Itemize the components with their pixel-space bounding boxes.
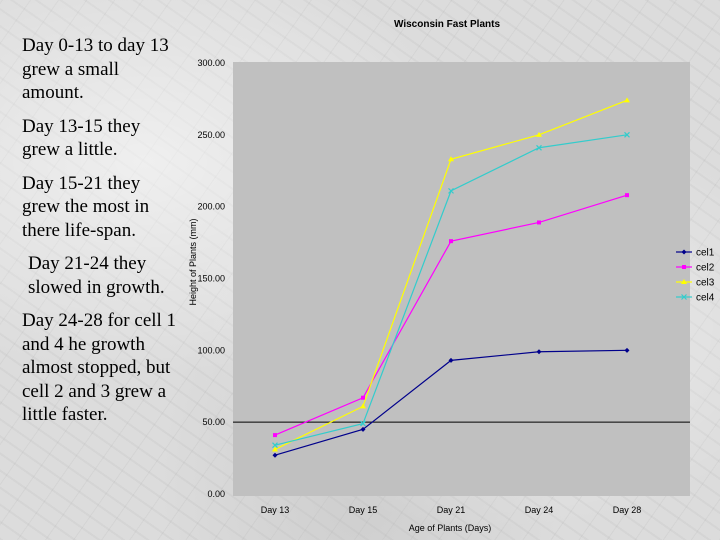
x-tick-label: Day 24 (525, 505, 554, 515)
marker-stroke (536, 144, 542, 151)
plot-area (233, 62, 690, 496)
data-point (449, 239, 453, 244)
note-day-24-28: Day 24-28 for cell 1 and 4 he growth alm… (22, 310, 177, 425)
note-day-15-21: Day 15-21 they grew the most in there li… (22, 172, 150, 241)
data-point (272, 442, 278, 449)
data-point (448, 187, 454, 194)
series-layer (272, 97, 630, 458)
x-tick-label: Day 21 (437, 505, 466, 515)
data-point (536, 131, 542, 137)
note-day-21-24: Day 21-24 they slowed in growth. (28, 253, 165, 298)
series-cel4 (272, 131, 630, 449)
note-day-0-13: Day 0-13 to day 13 grew a small amount. (22, 35, 169, 103)
notes-panel: Day 0-13 to day 13 grew a small amount. … (22, 34, 182, 437)
data-point (624, 347, 630, 353)
series-cel1 (272, 347, 630, 458)
legend-swatch-marker (682, 265, 686, 269)
note-day-13-15: Day 13-15 they grew a little. (22, 115, 141, 161)
marker-stroke (448, 187, 454, 194)
marker-stroke (624, 131, 630, 138)
y-tick-label: 50.00 (202, 417, 225, 427)
marker-stroke (272, 442, 278, 449)
y-tick-label: 150.00 (197, 274, 225, 284)
legend: cel1 cel2 cel3 cel4 (676, 248, 715, 304)
marker-stroke (360, 420, 366, 427)
legend-label: cel2 (696, 263, 715, 274)
legend-swatch-marker (681, 279, 687, 284)
x-tick-labels: Day 13 Day 15 Day 21 Day 24 Day 28 (261, 505, 642, 515)
chart-title: Wisconsin Fast Plants (394, 19, 500, 30)
data-point (624, 131, 630, 138)
data-point (360, 426, 366, 432)
x-tick-label: Day 13 (261, 505, 290, 515)
data-point (536, 144, 542, 151)
data-point (448, 357, 454, 363)
y-tick-label: 100.00 (197, 345, 225, 355)
y-tick-label: 0.00 (207, 489, 225, 499)
legend-label: cel3 (696, 278, 715, 289)
y-tick-label: 250.00 (197, 130, 225, 140)
y-tick-labels: 0.00 50.00 100.00 150.00 200.00 250.00 300.00 (197, 58, 690, 499)
data-point (272, 446, 278, 452)
data-point (536, 349, 542, 355)
x-tick-label: Day 28 (613, 505, 642, 515)
y-tick-label: 200.00 (197, 202, 225, 212)
x-tick-label: Day 15 (349, 505, 378, 515)
data-point (625, 193, 629, 198)
legend-swatch-marker (681, 249, 687, 255)
series-cel3 (272, 97, 630, 452)
data-point (360, 403, 366, 409)
legend-label: cel4 (696, 293, 715, 304)
x-axis-label: Age of Plants (Days) (409, 523, 492, 533)
marker-stroke (681, 294, 687, 300)
data-point (360, 420, 366, 427)
data-point (448, 156, 454, 162)
data-point (272, 452, 278, 458)
series-cel2 (273, 193, 629, 438)
data-point (361, 395, 365, 400)
legend-label: cel1 (696, 248, 715, 259)
data-point (273, 433, 277, 438)
data-point (624, 97, 630, 103)
y-axis-label: Height of Plants (mm) (188, 218, 198, 305)
legend-swatch-marker (681, 294, 687, 300)
data-point (537, 220, 541, 225)
y-tick-label: 300.00 (197, 58, 225, 68)
